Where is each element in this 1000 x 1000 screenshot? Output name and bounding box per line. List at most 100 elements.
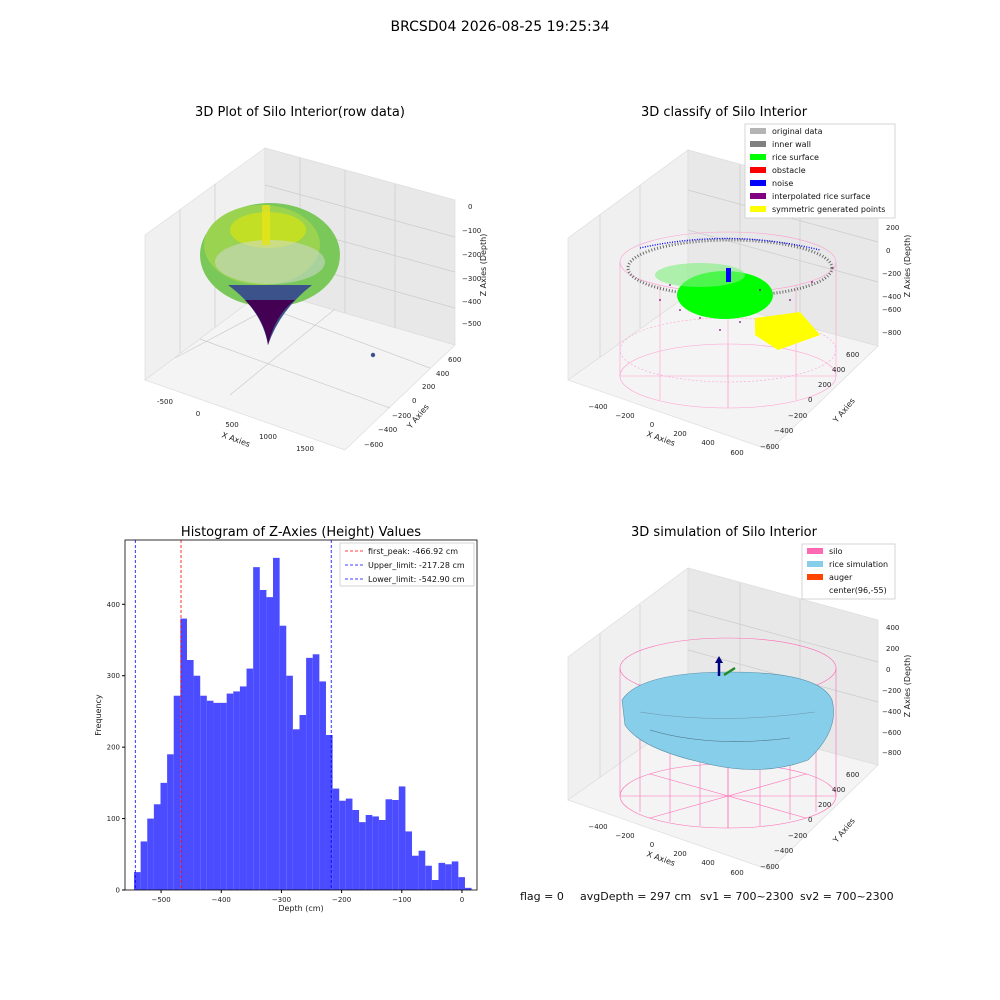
svg-text:−400: −400 bbox=[462, 298, 481, 306]
panel4-rice-simulation-surface bbox=[621, 671, 834, 770]
y-tick-label: 0 bbox=[116, 887, 120, 895]
panel2-axes-box bbox=[567, 149, 879, 451]
panel1-x-ticks: -500 0 500 1000 1500 bbox=[157, 398, 314, 453]
panel2-y-ticks: 600 400 200 0 −200 −400 −600 bbox=[760, 351, 859, 451]
histogram-bar bbox=[186, 660, 194, 890]
histogram-bar bbox=[246, 668, 254, 890]
x-tick-label: −300 bbox=[272, 896, 291, 904]
svg-text:−400: −400 bbox=[588, 403, 607, 411]
histogram-bar bbox=[378, 820, 386, 890]
histogram-bar bbox=[160, 782, 168, 890]
histogram-bar bbox=[431, 880, 439, 890]
svg-text:400: 400 bbox=[436, 370, 449, 378]
svg-text:200: 200 bbox=[818, 801, 831, 809]
histogram-bar bbox=[266, 597, 274, 890]
status-sv1: sv1 = 700~2300 bbox=[700, 890, 794, 903]
histogram-bar bbox=[372, 816, 379, 890]
svg-text:200: 200 bbox=[886, 224, 899, 232]
svg-text:-500: -500 bbox=[157, 398, 173, 406]
histogram-legend: first_peak: -466.92 cm Upper_limit: -217… bbox=[339, 542, 475, 587]
y-tick-label: 100 bbox=[107, 815, 120, 823]
panel-classify-3d: 3D classify of Silo Interior bbox=[567, 105, 912, 457]
histogram-bar bbox=[339, 800, 346, 890]
histogram-bar bbox=[445, 864, 452, 890]
svg-text:0: 0 bbox=[886, 247, 890, 255]
histogram-bar bbox=[180, 618, 187, 890]
panel4-auger bbox=[715, 656, 736, 677]
svg-text:rice surface: rice surface bbox=[772, 153, 819, 162]
legend-lower-limit: Lower_limit: -542.90 cm bbox=[368, 575, 465, 584]
histogram-bar bbox=[226, 693, 234, 890]
histogram-bar bbox=[233, 691, 240, 890]
svg-text:−200: −200 bbox=[788, 832, 807, 840]
svg-text:400: 400 bbox=[886, 624, 899, 632]
svg-text:obstacle: obstacle bbox=[772, 166, 806, 175]
x-tick-label: −100 bbox=[392, 896, 411, 904]
svg-text:noise: noise bbox=[772, 179, 793, 188]
svg-text:−400: −400 bbox=[588, 823, 607, 831]
panel1-zlabel: Z Axies (Depth) bbox=[479, 234, 488, 297]
svg-text:−600: −600 bbox=[760, 863, 779, 871]
svg-text:200: 200 bbox=[673, 850, 686, 858]
svg-text:600: 600 bbox=[448, 356, 461, 364]
svg-text:−200: −200 bbox=[392, 412, 411, 420]
svg-text:original data: original data bbox=[772, 127, 823, 136]
status-footer: flag = 0 avgDepth = 297 cm sv1 = 700~230… bbox=[520, 890, 894, 903]
svg-text:600: 600 bbox=[846, 771, 859, 779]
histogram-bar bbox=[412, 855, 419, 890]
histogram-bar bbox=[451, 861, 459, 890]
histogram-bar bbox=[279, 625, 287, 890]
svg-text:−400: −400 bbox=[774, 847, 793, 855]
histogram-bar bbox=[167, 754, 174, 890]
panel2-classified-points bbox=[626, 237, 834, 350]
histogram-frame bbox=[124, 539, 478, 891]
svg-text:−200: −200 bbox=[462, 251, 481, 259]
svg-text:600: 600 bbox=[730, 869, 743, 877]
histogram-bar bbox=[438, 862, 446, 890]
histogram-bar bbox=[312, 654, 320, 890]
histogram-bar bbox=[206, 700, 214, 890]
svg-text:symmetric generated points: symmetric generated points bbox=[772, 205, 885, 214]
histogram-title: Histogram of Z-Axies (Height) Values bbox=[181, 525, 421, 540]
panel1-raw-point-cloud bbox=[200, 203, 376, 358]
svg-text:0: 0 bbox=[650, 421, 654, 429]
figure-title: BRCSD04 2026-08-25 19:25:34 bbox=[390, 19, 609, 35]
panel4-zlabel: Z Axies (Depth) bbox=[903, 655, 912, 718]
svg-text:−400: −400 bbox=[882, 708, 901, 716]
svg-text:−200: −200 bbox=[615, 832, 634, 840]
panel4-y-ticks: 600 400 200 0 −200 −400 −600 bbox=[760, 771, 859, 871]
panel1-y-ticks: 600 400 200 0 −200 −400 −600 bbox=[364, 356, 461, 449]
panel4-z-ticks: 400 200 0 −200 −400 −600 −800 bbox=[882, 624, 901, 757]
panel2-z-ticks: 200 0 −200 −400 −600 −800 bbox=[882, 224, 901, 337]
status-flag: flag = 0 bbox=[520, 890, 564, 903]
svg-text:400: 400 bbox=[701, 439, 714, 447]
panel4-x-ticks: −400 −200 0 200 400 600 bbox=[588, 823, 743, 877]
histogram-bar bbox=[220, 702, 227, 890]
panel2-legend: original data inner wall rice surface ob… bbox=[744, 123, 896, 219]
svg-text:−200: −200 bbox=[882, 270, 901, 278]
panel1-z-ticks: 0 −100 −200 −300 −400 −500 bbox=[462, 203, 481, 328]
svg-text:0: 0 bbox=[412, 397, 416, 405]
histogram-bar bbox=[418, 850, 426, 890]
svg-text:−500: −500 bbox=[462, 320, 481, 328]
svg-text:−200: −200 bbox=[882, 687, 901, 695]
histogram-bar bbox=[153, 804, 161, 890]
histogram-bar bbox=[299, 715, 307, 890]
svg-text:0: 0 bbox=[808, 816, 812, 824]
x-tick-label: −200 bbox=[332, 896, 351, 904]
svg-text:600: 600 bbox=[846, 351, 859, 359]
histogram-bar bbox=[259, 590, 267, 890]
panel4-ylabel: Y Axies bbox=[831, 816, 857, 845]
histogram-xlabel: Depth (cm) bbox=[278, 904, 323, 913]
panel2-xlabel: X Axies bbox=[645, 429, 676, 448]
histogram-bar bbox=[134, 872, 141, 890]
svg-text:400: 400 bbox=[832, 366, 845, 374]
x-tick-label: −500 bbox=[151, 896, 170, 904]
svg-text:−200: −200 bbox=[788, 412, 807, 420]
svg-text:−100: −100 bbox=[462, 227, 481, 235]
histogram-bar bbox=[319, 681, 326, 890]
histogram-bar bbox=[200, 695, 207, 890]
panel-histogram: Histogram of Z-Axies (Height) Values −50… bbox=[94, 525, 478, 913]
svg-text:−600: −600 bbox=[760, 443, 779, 451]
histogram-bar bbox=[292, 729, 300, 890]
